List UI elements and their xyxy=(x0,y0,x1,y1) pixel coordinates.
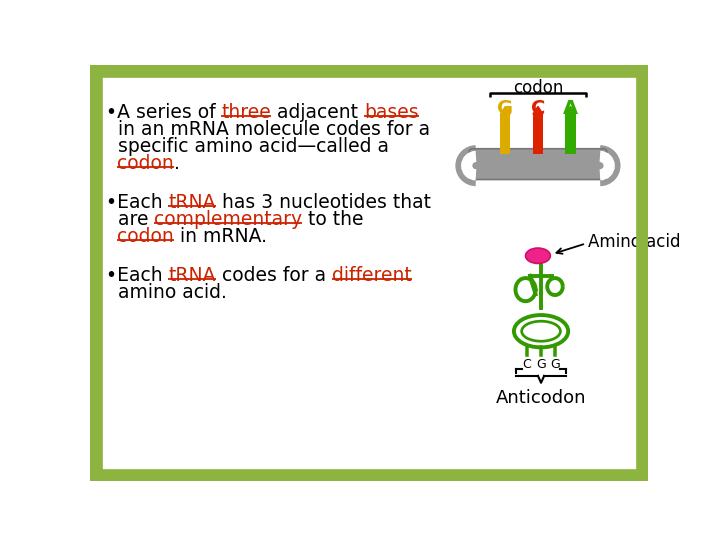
Text: bases: bases xyxy=(364,103,418,122)
Text: adjacent: adjacent xyxy=(271,103,364,122)
Text: •A series of: •A series of xyxy=(106,103,221,122)
Text: in an mRNA molecule codes for a: in an mRNA molecule codes for a xyxy=(106,120,430,139)
Bar xyxy=(500,114,510,154)
Text: G: G xyxy=(536,358,546,371)
FancyBboxPatch shape xyxy=(469,148,607,179)
Text: to the: to the xyxy=(302,210,364,229)
Text: G: G xyxy=(550,358,560,371)
Ellipse shape xyxy=(526,248,550,264)
Text: codes for a: codes for a xyxy=(215,266,332,285)
Bar xyxy=(533,114,543,154)
Bar xyxy=(565,114,575,154)
Text: tRNA: tRNA xyxy=(168,193,215,212)
Text: in mRNA.: in mRNA. xyxy=(174,227,267,246)
Polygon shape xyxy=(500,106,510,114)
Text: different: different xyxy=(332,266,412,285)
Text: C: C xyxy=(523,358,531,371)
Text: codon: codon xyxy=(513,79,563,97)
Text: codon: codon xyxy=(117,154,174,173)
Text: .: . xyxy=(174,154,180,173)
Text: codon: codon xyxy=(117,227,174,246)
Text: Anticodon: Anticodon xyxy=(496,389,586,407)
Text: Amino acid: Amino acid xyxy=(588,233,680,251)
Text: amino acid.: amino acid. xyxy=(106,283,226,302)
Text: three: three xyxy=(221,103,271,122)
Text: A: A xyxy=(563,99,578,118)
Text: complementary: complementary xyxy=(154,210,302,229)
Text: has 3 nucleotides that: has 3 nucleotides that xyxy=(215,193,431,212)
Text: are: are xyxy=(106,210,154,229)
Polygon shape xyxy=(565,106,575,114)
Polygon shape xyxy=(533,106,543,114)
Text: •Each: •Each xyxy=(106,193,168,212)
Text: C: C xyxy=(531,99,545,118)
Text: •Each: •Each xyxy=(106,266,168,285)
Text: tRNA: tRNA xyxy=(168,266,215,285)
Text: specific amino acid—called a: specific amino acid—called a xyxy=(106,137,389,156)
Text: G: G xyxy=(498,99,513,118)
